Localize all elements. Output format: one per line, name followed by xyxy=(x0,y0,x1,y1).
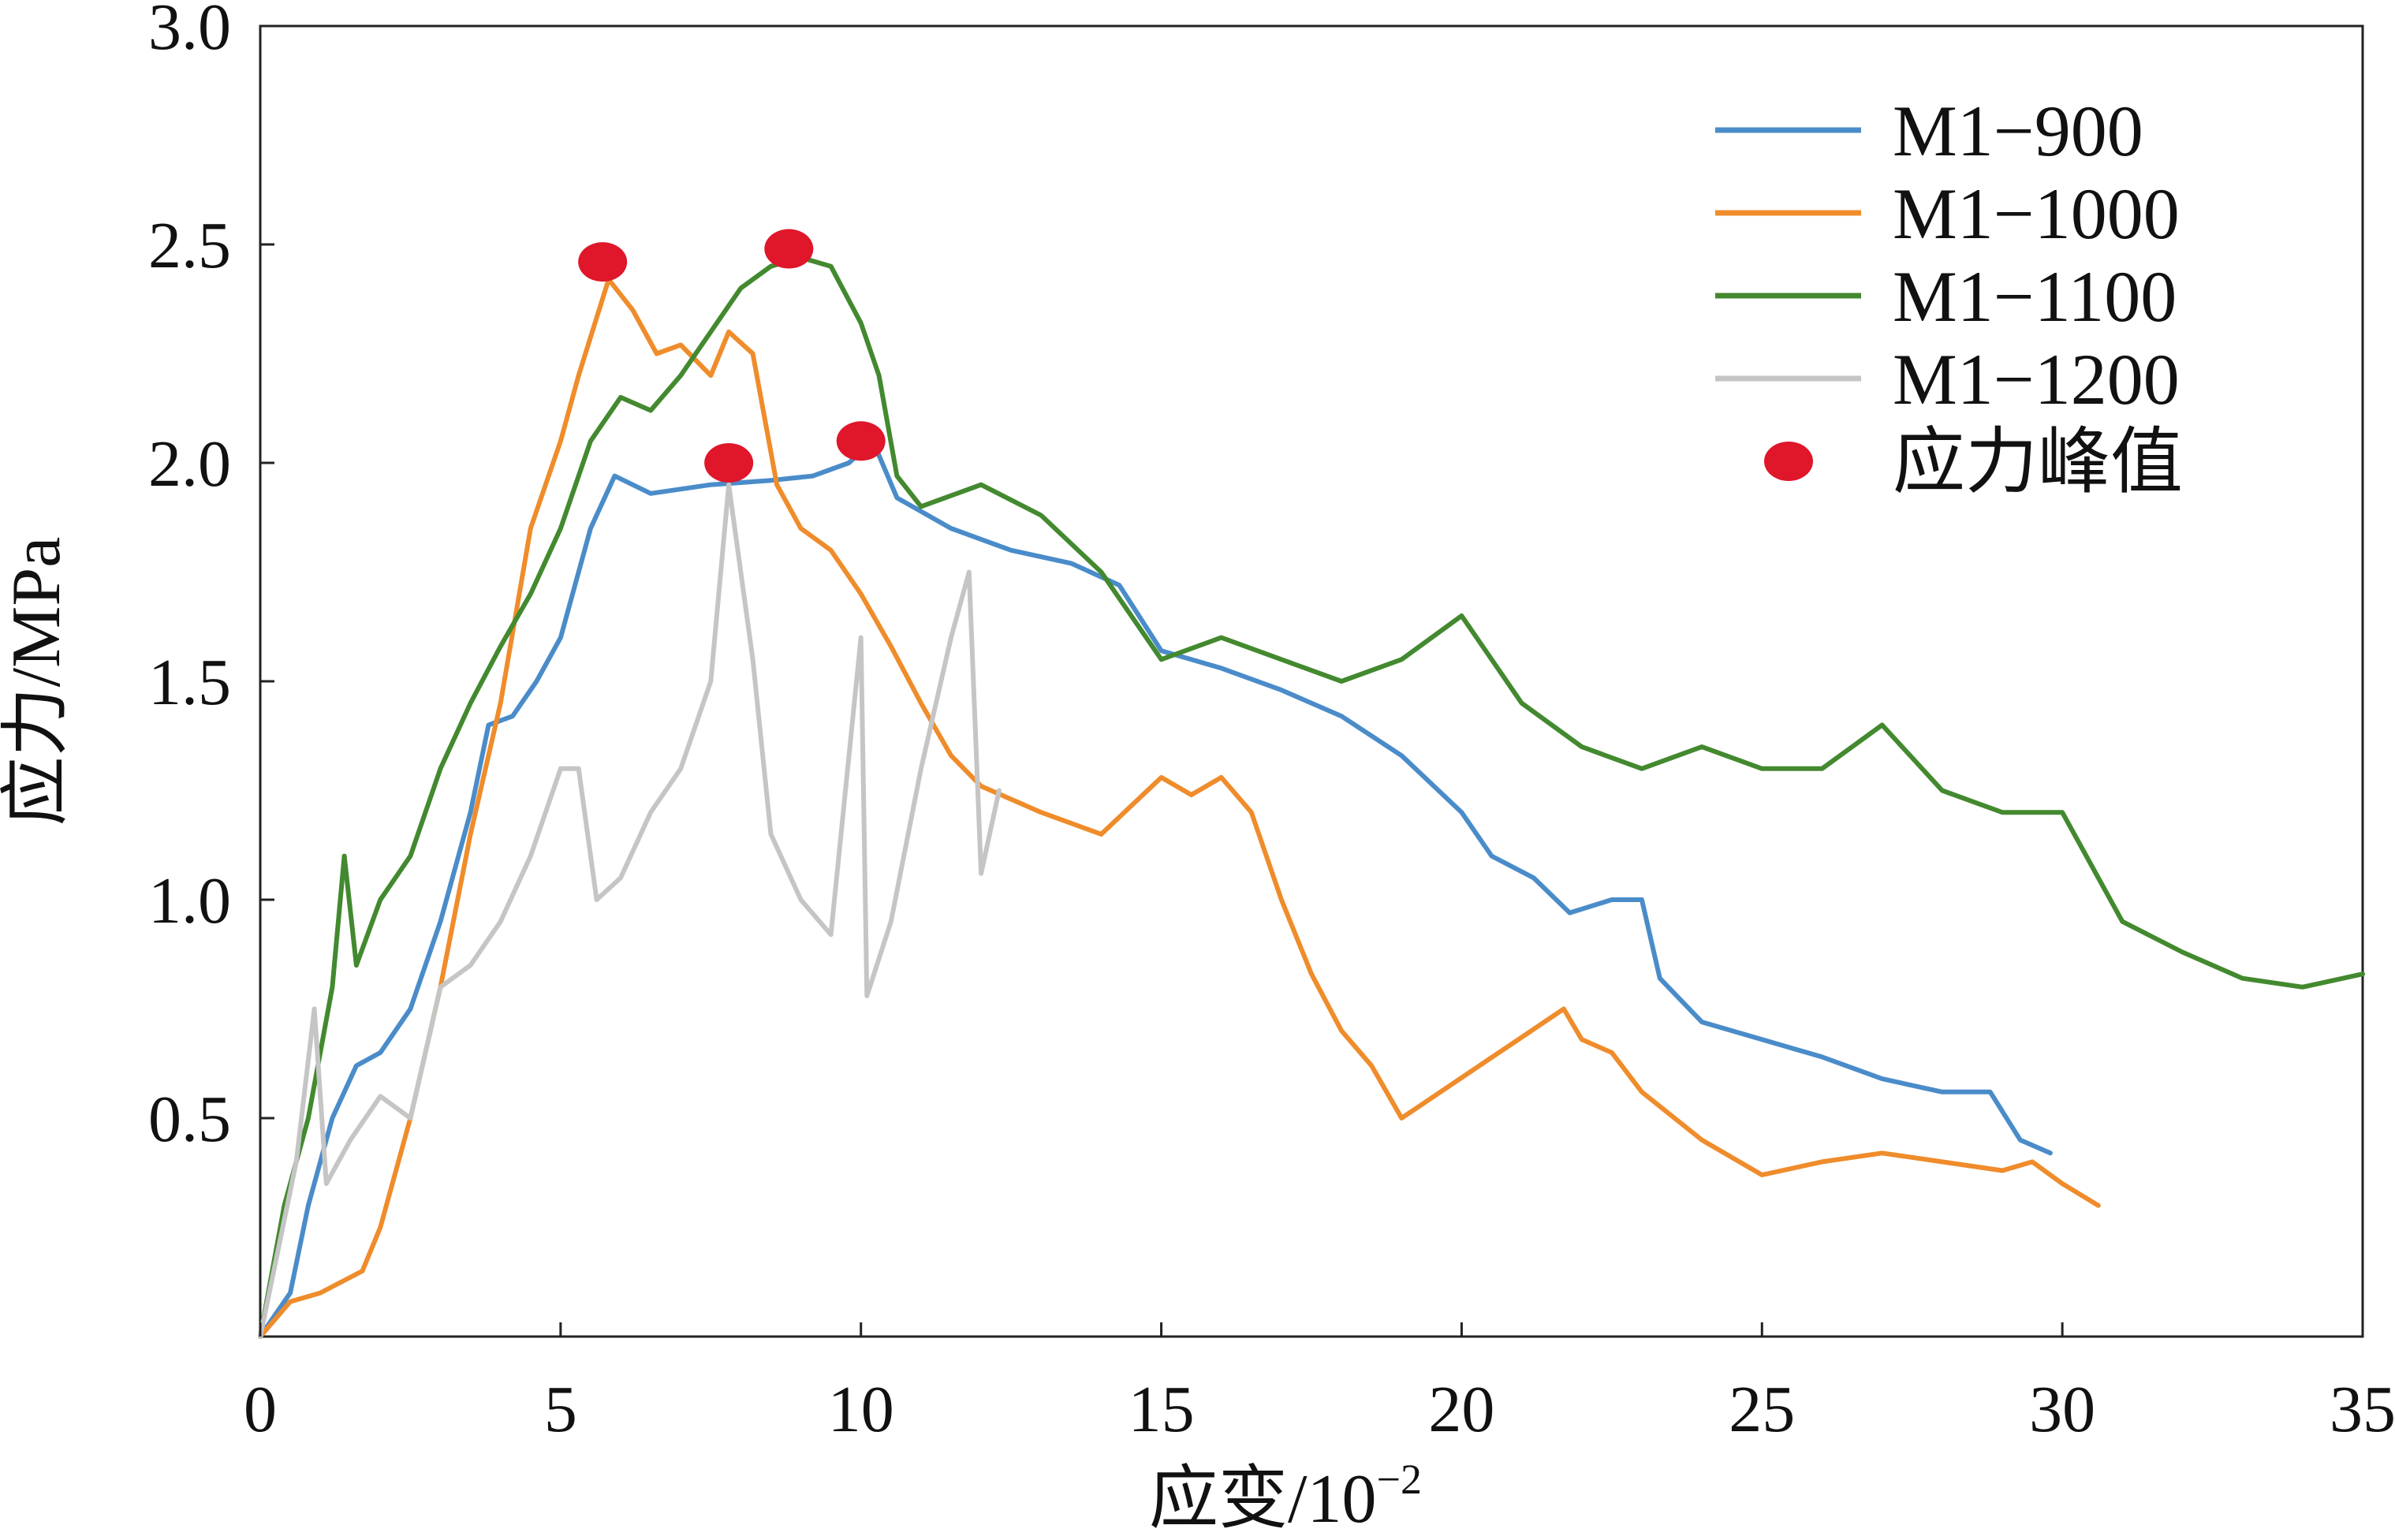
x-tick-label: 30 xyxy=(2029,1373,2095,1446)
y-tick-label: 3.0 xyxy=(148,0,231,64)
peak-marker-1 xyxy=(578,242,628,282)
series-layer xyxy=(258,255,2365,1339)
peak-markers xyxy=(578,229,886,483)
y-tick-label: 1.5 xyxy=(148,646,231,719)
x-tick-label: 15 xyxy=(1128,1373,1195,1446)
y-tick-label: 1.0 xyxy=(148,864,231,938)
peak-marker-3 xyxy=(704,443,754,483)
x-tick-label: 0 xyxy=(244,1373,277,1446)
y-axis-title: 应力/MPa xyxy=(0,537,75,826)
x-axis-title: 应变/10−2 xyxy=(1149,1456,1422,1538)
x-tick-label: 5 xyxy=(544,1373,577,1446)
x-tick-label: 20 xyxy=(1428,1373,1494,1446)
legend-label-2: M1−1000 xyxy=(1893,173,2180,254)
legend-symbol-5 xyxy=(1764,442,1813,481)
legend-label-3: M1−1100 xyxy=(1893,256,2177,337)
y-tick-label: 0.5 xyxy=(148,1083,231,1156)
peak-marker-2 xyxy=(764,229,814,269)
peak-marker-4 xyxy=(836,421,886,461)
axis-ticks: 0 5 10 15 20 25 30 35 0.5 1.0 1.5 2.0 2.5 3.0 xyxy=(148,0,2395,1446)
x-axis-title-base: 应变/10 xyxy=(1149,1461,1376,1538)
y-tick-label: 2.0 xyxy=(148,427,231,501)
x-tick-label: 35 xyxy=(2330,1373,2395,1446)
series-line-3 xyxy=(258,255,2365,1339)
y-tick-label: 2.5 xyxy=(148,209,231,282)
x-tick-label: 25 xyxy=(1729,1373,1795,1446)
legend-label-4: M1−1200 xyxy=(1893,339,2180,419)
x-axis-title-exponent: −2 xyxy=(1376,1456,1421,1503)
legend-label-1: M1−900 xyxy=(1893,91,2143,171)
series-line-2 xyxy=(258,277,2101,1339)
legend-label-5: 应力峰值 xyxy=(1893,422,2183,502)
series-line-1 xyxy=(258,438,2053,1339)
x-tick-label: 10 xyxy=(828,1373,894,1446)
series-line-4 xyxy=(258,482,1002,1339)
